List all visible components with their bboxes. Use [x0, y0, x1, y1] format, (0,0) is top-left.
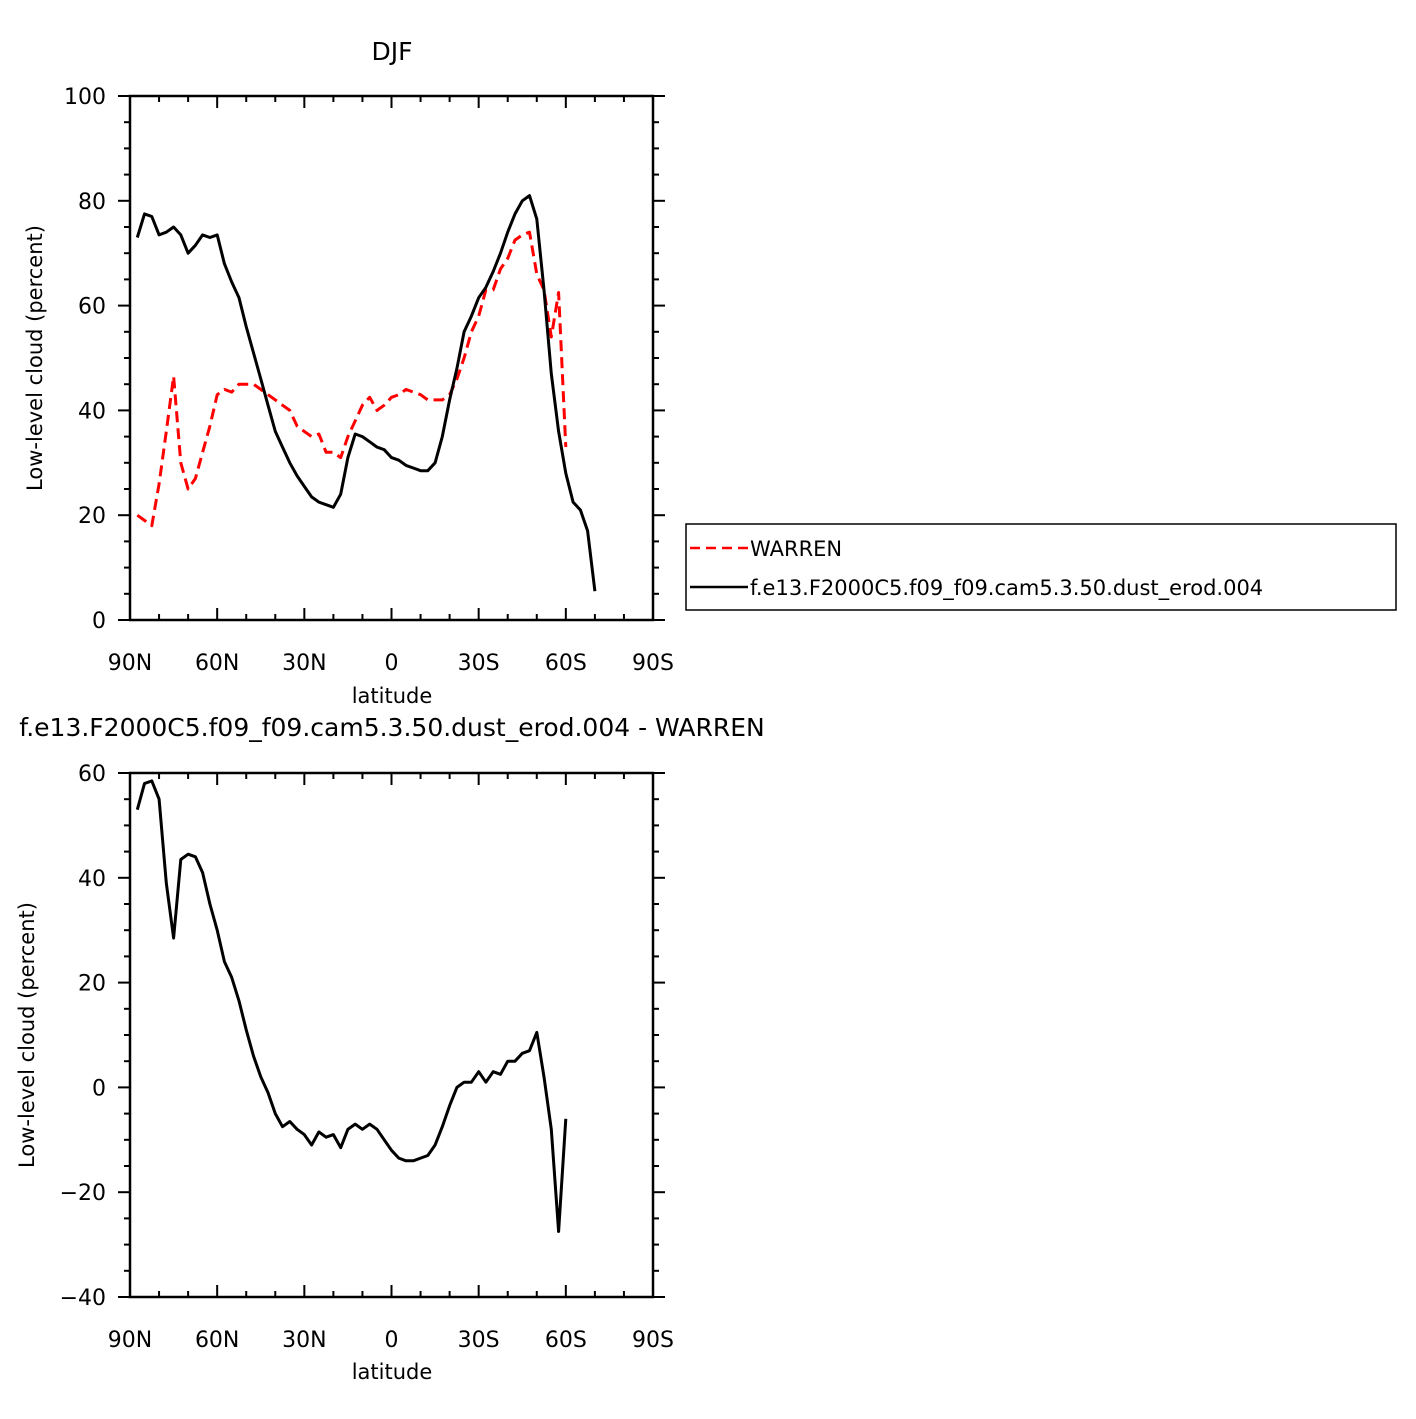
x-tick-label: 60N: [195, 1328, 239, 1353]
y-tick-label: 100: [64, 85, 106, 110]
x-tick-label: 90N: [108, 651, 152, 676]
x-tick-label: 90S: [632, 1328, 674, 1353]
x-tick-label: 60S: [545, 1328, 587, 1353]
x-tick-label: 60N: [195, 651, 239, 676]
y-tick-label: 40: [78, 867, 106, 892]
y-tick-label: 80: [78, 190, 106, 215]
x-tick-label: 30S: [458, 651, 500, 676]
y-tick-label: −40: [60, 1286, 106, 1311]
legend-label-warren: WARREN: [750, 537, 842, 561]
legend-label-model: f.e13.F2000C5.f09_f09.cam5.3.50.dust_ero…: [750, 576, 1263, 601]
x-axis-label-top: latitude: [352, 684, 433, 708]
series-group-top: [135, 194, 597, 592]
x-tick-label: 60S: [545, 651, 587, 676]
y-tick-label: −20: [60, 1181, 106, 1206]
legend: WARREN f.e13.F2000C5.f09_f09.cam5.3.50.d…: [685, 523, 1397, 611]
x-tick-label: 90N: [108, 1328, 152, 1353]
tick-labels-bottom: 90N 60N 30N 0 30S 60S 90S −40 −20 0 20 40 60: [60, 762, 674, 1353]
y-tick-label: 0: [92, 1076, 106, 1101]
y-tick-label: 60: [78, 295, 106, 320]
legend-box: [685, 523, 1397, 611]
plot-frame-bottom: [128, 771, 655, 1299]
x-axis-label-bottom: latitude: [352, 1360, 433, 1384]
series-line-top-0: [136, 230, 568, 528]
tick-labels-top: 90N 60N 30N 0 30S 60S 90S 0 20 40 60 80 100: [64, 85, 674, 676]
axis-ticks-top: [118, 95, 665, 621]
chart-panel-bottom: f.e13.F2000C5.f09_f09.cam5.3.50.dust_ero…: [15, 713, 765, 1384]
chart-panel-top: DJF Low-level cloud (percent) latitude 9…: [23, 37, 674, 708]
x-tick-label: 30S: [458, 1328, 500, 1353]
y-tick-label: 60: [78, 762, 106, 787]
x-tick-label: 90S: [632, 651, 674, 676]
series-line-bottom-0: [135, 779, 568, 1233]
x-tick-label: 30N: [282, 1328, 326, 1353]
chart-title-top: DJF: [371, 37, 412, 66]
y-axis-label-bottom: Low-level cloud (percent): [15, 902, 39, 1168]
chart-title-bottom: f.e13.F2000C5.f09_f09.cam5.3.50.dust_ero…: [19, 713, 765, 742]
series-line-top-1: [135, 194, 597, 592]
axis-ticks-bottom: [118, 772, 665, 1298]
x-tick-label: 0: [385, 1328, 399, 1353]
plot-frame-top: [128, 94, 655, 622]
y-tick-label: 20: [78, 972, 106, 997]
y-axis-label-top: Low-level cloud (percent): [23, 225, 47, 491]
series-group-bottom: [135, 779, 568, 1233]
y-tick-label: 40: [78, 399, 106, 424]
x-tick-label: 0: [385, 651, 399, 676]
y-tick-label: 0: [92, 609, 106, 634]
y-tick-label: 20: [78, 504, 106, 529]
x-tick-label: 30N: [282, 651, 326, 676]
